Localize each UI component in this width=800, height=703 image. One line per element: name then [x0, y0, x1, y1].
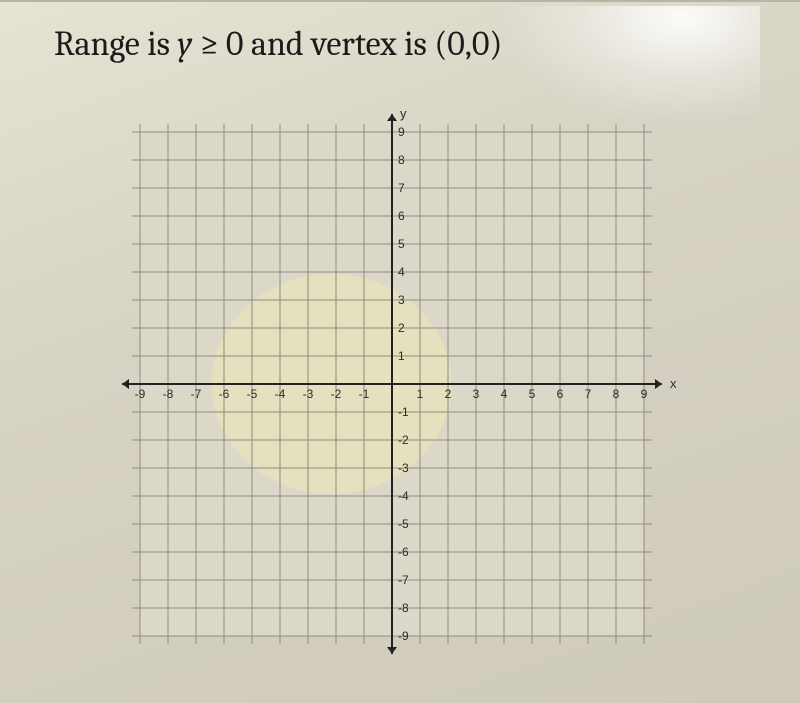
- svg-text:4: 4: [398, 265, 405, 279]
- svg-text:6: 6: [557, 387, 564, 401]
- svg-text:-9: -9: [135, 387, 146, 401]
- svg-text:-5: -5: [247, 387, 258, 401]
- svg-text:9: 9: [398, 125, 405, 139]
- svg-text:-6: -6: [398, 545, 409, 559]
- svg-text:5: 5: [398, 237, 405, 251]
- heading-prefix: Range is: [54, 24, 177, 64]
- svg-text:-7: -7: [398, 573, 409, 587]
- coordinate-grid: -9 -8 -7 -6 -5 -4 -3 -2 -1 1 2 3 4 5 6 7 8 9 -9 -8 -7 -6 -5 -4 -…: [100, 102, 700, 682]
- svg-text:3: 3: [398, 293, 405, 307]
- svg-text:y: y: [400, 106, 407, 121]
- svg-text:7: 7: [585, 387, 592, 401]
- heading-var: y: [177, 24, 192, 64]
- svg-text:x: x: [670, 376, 677, 391]
- svg-text:7: 7: [398, 181, 405, 195]
- svg-text:1: 1: [398, 349, 405, 363]
- problem-heading: Range is y ≥ 0 and vertex is (0,0): [54, 24, 502, 64]
- svg-text:-1: -1: [398, 405, 409, 419]
- heading-vertex: (0,0): [434, 24, 502, 64]
- svg-text:8: 8: [613, 387, 620, 401]
- svg-text:-2: -2: [331, 387, 342, 401]
- svg-text:6: 6: [398, 209, 405, 223]
- svg-text:2: 2: [445, 387, 452, 401]
- svg-text:-7: -7: [191, 387, 202, 401]
- svg-text:-3: -3: [398, 461, 409, 475]
- svg-text:9: 9: [641, 387, 648, 401]
- svg-text:-8: -8: [398, 601, 409, 615]
- heading-mid: and vertex is: [244, 24, 435, 64]
- grid-svg: -9 -8 -7 -6 -5 -4 -3 -2 -1 1 2 3 4 5 6 7 8 9 -9 -8 -7 -6 -5 -4 -…: [100, 102, 700, 682]
- svg-text:5: 5: [529, 387, 536, 401]
- svg-text:3: 3: [473, 387, 480, 401]
- svg-text:-8: -8: [163, 387, 174, 401]
- svg-text:-4: -4: [398, 489, 409, 503]
- svg-text:-5: -5: [398, 517, 409, 531]
- heading-val: 0: [226, 24, 244, 64]
- svg-text:1: 1: [417, 387, 424, 401]
- svg-text:2: 2: [398, 321, 405, 335]
- svg-text:-2: -2: [398, 433, 409, 447]
- svg-text:-6: -6: [219, 387, 230, 401]
- heading-sym: ≥: [192, 24, 226, 64]
- svg-text:4: 4: [501, 387, 508, 401]
- svg-text:-4: -4: [275, 387, 286, 401]
- svg-text:8: 8: [398, 153, 405, 167]
- svg-text:-3: -3: [303, 387, 314, 401]
- page-root: Range is y ≥ 0 and vertex is (0,0) -9-8-…: [0, 0, 800, 703]
- svg-text:-9: -9: [398, 629, 409, 643]
- svg-text:-1: -1: [359, 387, 370, 401]
